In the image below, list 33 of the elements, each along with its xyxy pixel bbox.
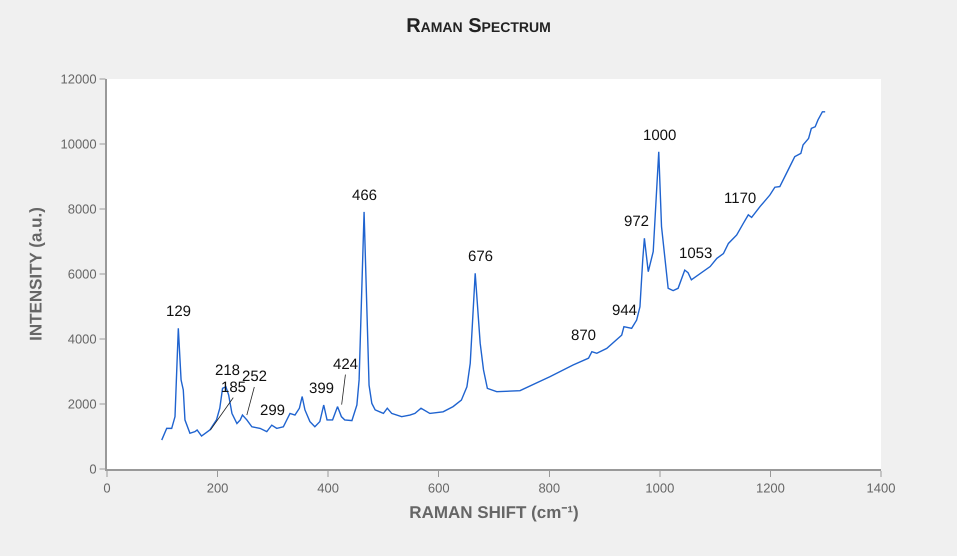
y-tick-label: 4000 — [68, 332, 97, 347]
annotation: 252 — [242, 368, 268, 385]
x-tick-label: 0 — [103, 480, 111, 496]
y-tick-label: 12000 — [60, 72, 97, 87]
y-tick-label: 0 — [89, 462, 97, 477]
y-tick-label: 8000 — [68, 202, 97, 217]
x-tick-label: 800 — [538, 480, 560, 496]
annotation: 972 — [624, 213, 650, 230]
annotation: 129 — [166, 303, 192, 320]
x-tick-label: 1000 — [645, 480, 674, 496]
y-tick-label: 6000 — [68, 266, 97, 282]
annotation: 399 — [309, 380, 334, 397]
annotation: 466 — [352, 187, 378, 204]
x-tick-label: 1400 — [866, 480, 896, 496]
annotation: 1053 — [679, 245, 712, 262]
line-series — [161, 111, 826, 441]
y-axis-title: INTENSITY (a.u.) — [26, 207, 46, 341]
x-axis-title: RAMAN SHIFT (cm⁻¹) — [409, 503, 579, 522]
y-tick-label: 10000 — [60, 136, 97, 152]
chart-title: Raman Spectrum — [406, 15, 551, 38]
x-tick-label: 1200 — [756, 480, 785, 496]
annotation: 676 — [468, 248, 494, 265]
annotation: 1170 — [724, 190, 756, 207]
annotation: 944 — [612, 302, 638, 319]
x-tick-label: 200 — [206, 480, 228, 496]
y-tick-label: 2000 — [68, 396, 97, 412]
annotation: 1000 — [643, 127, 676, 144]
annotation: 424 — [333, 356, 358, 373]
annotation: 218 — [215, 362, 240, 379]
annotation: 299 — [260, 402, 286, 419]
x-tick-label: 400 — [317, 480, 339, 496]
x-tick-label: 600 — [428, 480, 450, 496]
annotation: 870 — [571, 327, 596, 344]
